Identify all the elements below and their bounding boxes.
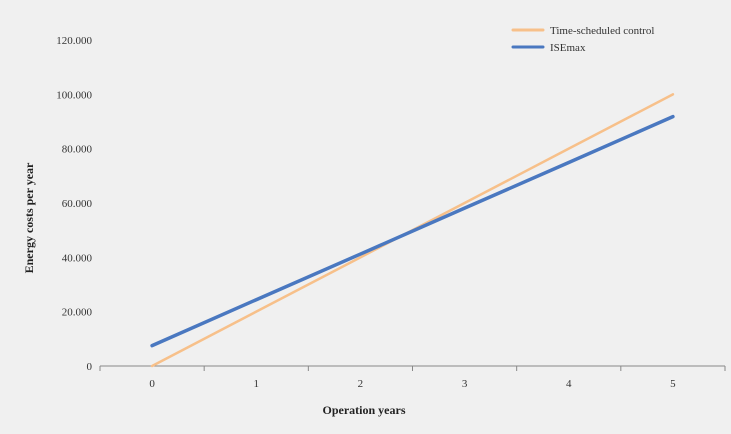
x-tick-label: 1 — [254, 378, 260, 390]
y-tick-label: 60.000 — [62, 198, 93, 210]
legend: Time-scheduled control ISEmax — [511, 25, 654, 54]
x-tick-label: 0 — [149, 378, 155, 390]
y-tick-label: 100.000 — [56, 89, 92, 101]
series-line-1 — [150, 114, 675, 348]
x-axis-title: Operation years — [323, 403, 406, 417]
y-axis-title: Energy costs per year — [22, 162, 36, 273]
x-tick-label: 4 — [566, 378, 572, 390]
x-tick-label: 5 — [670, 378, 676, 390]
y-tick-label: 40.000 — [62, 252, 93, 264]
x-axis-ticks: 0 1 2 3 4 5 — [99, 366, 726, 390]
series-lines — [150, 93, 675, 368]
x-tick-label: 3 — [462, 378, 468, 390]
y-tick-label: 20.000 — [62, 307, 93, 319]
y-tick-label: 0 — [87, 361, 93, 373]
legend-label-time-scheduled: Time-scheduled control — [550, 25, 654, 37]
y-tick-label: 120.000 — [56, 35, 92, 47]
legend-label-isemax: ISEmax — [550, 42, 586, 54]
y-tick-label: 80.000 — [62, 144, 93, 156]
y-axis-ticks: 0 20.000 40.000 60.000 80.000 100.000 120.000 — [56, 35, 92, 373]
x-tick-label: 2 — [358, 378, 364, 390]
